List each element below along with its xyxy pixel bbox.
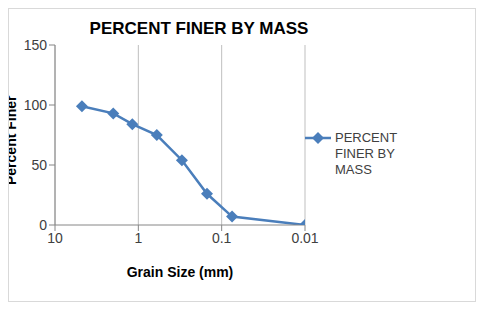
svg-text:Grain Size (mm): Grain Size (mm) [127,264,234,280]
html-text:PERCENT FINER BY MASS: PERCENT FINER BY MASS [335,130,397,177]
svg-text:10: 10 [47,230,63,246]
svg-text:1: 1 [134,230,142,246]
svg-text:0: 0 [39,217,47,233]
html-text:PERCENT FINER BY MASS: PERCENT FINER BY MASS [89,19,309,38]
svg-text:0.01: 0.01 [291,230,318,246]
svg-text:Percent Finer: Percent Finer [9,95,19,185]
svg-text:150: 150 [24,37,48,53]
svg-text:0.1: 0.1 [212,230,232,246]
svg-text:50: 50 [31,157,47,173]
svg-text:100: 100 [24,97,48,113]
